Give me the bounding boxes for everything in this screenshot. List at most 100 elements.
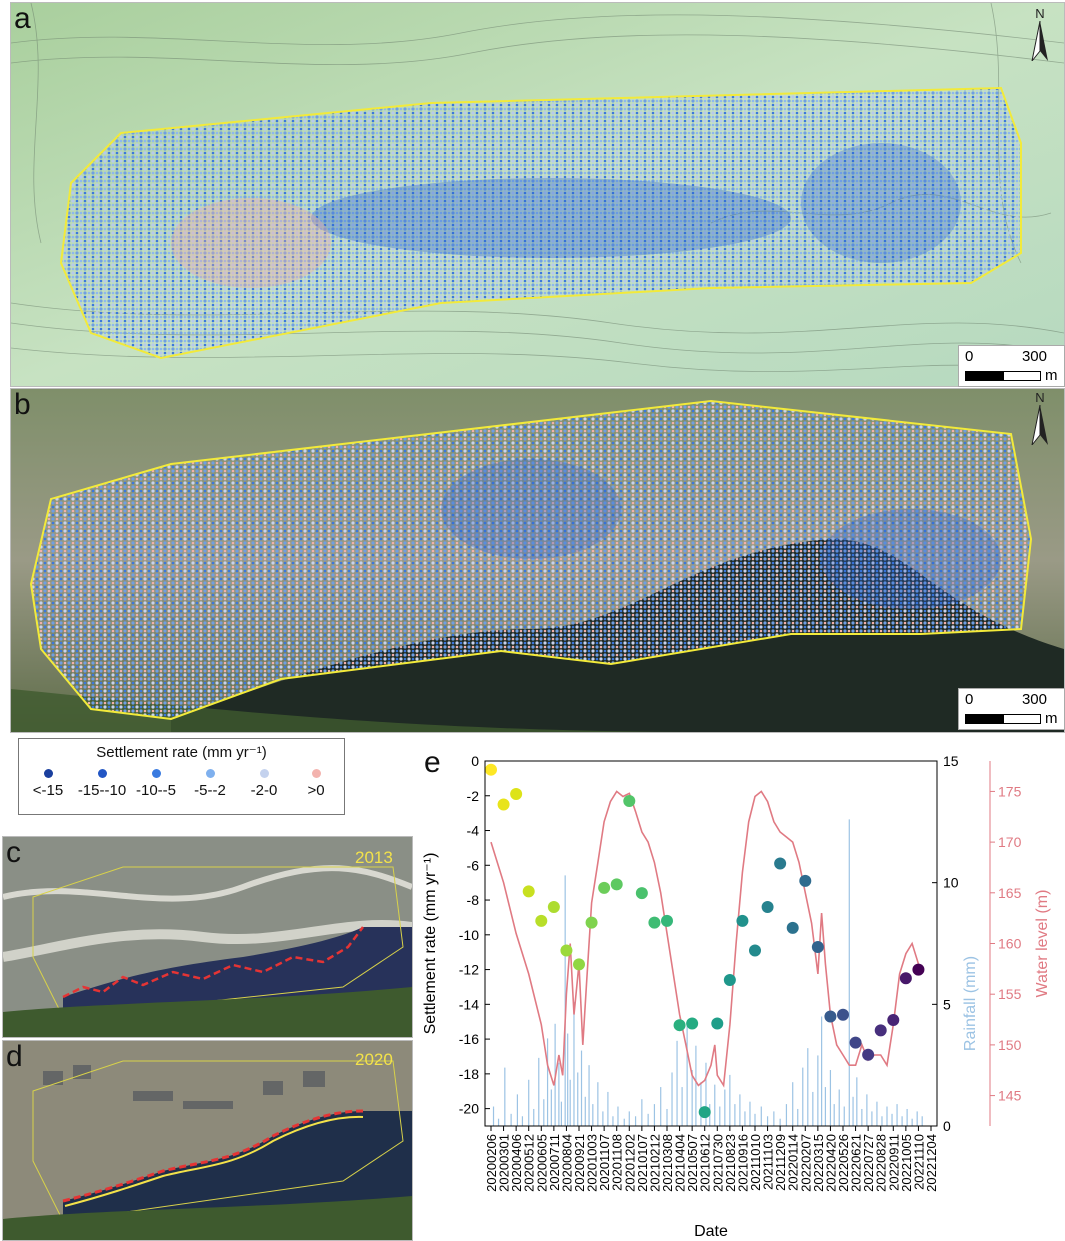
- y-tick-label: -14: [459, 996, 479, 1012]
- x-tick-label: 20220420: [823, 1134, 838, 1192]
- legend-label: <-15: [32, 782, 64, 799]
- settlement-point: [774, 857, 787, 870]
- scale-unit: m: [1045, 367, 1058, 384]
- scale-bar-b: 0 300 m: [958, 688, 1065, 730]
- legend-label: >0: [307, 782, 325, 799]
- x-tick-label: 20220207: [798, 1134, 813, 1192]
- y-tick-label: -20: [459, 1101, 479, 1117]
- map-panel-b: [10, 388, 1065, 733]
- study-area-b: [29, 399, 1033, 721]
- y3-tick-label: 155: [998, 986, 1022, 1002]
- settlement-point: [786, 921, 799, 934]
- settlement-point: [497, 798, 510, 811]
- settlement-point: [837, 1008, 849, 1021]
- y2-tick-label: 10: [943, 875, 959, 891]
- x-tick-label: 20221005: [899, 1134, 914, 1192]
- x-tick-label: 20220911: [886, 1134, 901, 1191]
- map-c-canvas: [3, 837, 412, 1037]
- settlement-point: [698, 1106, 711, 1119]
- x-tick-label: 20200406: [509, 1134, 524, 1192]
- settlement-point: [811, 940, 824, 953]
- settlement-point: [912, 963, 925, 976]
- legend-item: <-15: [21, 769, 75, 799]
- y2-axis-title: Rainfall (mm): [962, 956, 979, 1051]
- x-tick-label: 20220828: [874, 1134, 889, 1192]
- y3-tick-label: 160: [998, 936, 1022, 952]
- settlement-point: [560, 944, 573, 957]
- y3-tick-label: 175: [998, 783, 1022, 799]
- panel-label-c: c: [6, 836, 21, 869]
- map-d-canvas: [3, 1041, 412, 1240]
- y-tick-label: -6: [467, 857, 480, 873]
- settlement-point: [535, 914, 548, 927]
- north-label: N: [1035, 6, 1045, 21]
- y-axis-title: Settlement rate (mm yr⁻¹): [422, 853, 439, 1035]
- settlement-point: [635, 887, 648, 900]
- y-tick-label: 0: [471, 753, 479, 769]
- settlement-point: [648, 916, 661, 929]
- study-area-a: [59, 86, 1022, 360]
- x-tick-label: 20221110: [911, 1134, 926, 1190]
- y-tick-label: -10: [459, 927, 479, 943]
- settlement-point: [874, 1024, 887, 1037]
- settlement-point: [899, 972, 912, 985]
- panel-label-e: e: [424, 746, 441, 779]
- x-tick-label: 20220315: [811, 1134, 826, 1192]
- map-panel-c: [2, 836, 413, 1038]
- x-tick-label: 20200605: [534, 1134, 549, 1192]
- y3-tick-label: 145: [998, 1088, 1022, 1104]
- legend-item: -15--10: [75, 769, 129, 799]
- legend-item: -2-0: [237, 769, 291, 799]
- x-tick-label: 20201107: [597, 1134, 612, 1191]
- legend-item: >0: [289, 769, 343, 799]
- legend-dot: [311, 769, 321, 778]
- x-tick-label: 20200804: [559, 1134, 574, 1192]
- x-tick-label: 20200921: [572, 1134, 587, 1192]
- settlement-point: [610, 878, 623, 891]
- x-tick-label: 20201108: [610, 1134, 625, 1191]
- x-tick-label: 20210730: [710, 1134, 725, 1192]
- x-tick-label: 20220621: [849, 1134, 864, 1192]
- x-axis-title: Date: [694, 1223, 728, 1240]
- plot-frame: [484, 760, 938, 1127]
- y3-tick-label: 165: [998, 885, 1022, 901]
- x-tick-label: 20220727: [861, 1134, 876, 1192]
- y-tick-label: -16: [459, 1031, 479, 1047]
- scale-right: 300: [1021, 348, 1047, 365]
- x-tick-label: 20220526: [836, 1134, 851, 1192]
- settlement-point: [749, 944, 761, 957]
- x-tick-label: 20211209: [773, 1134, 788, 1191]
- north-arrow-icon: N: [1030, 6, 1050, 64]
- y-tick-label: -4: [467, 823, 480, 839]
- scale-unit-b: m: [1045, 710, 1058, 727]
- y3-tick-label: 150: [998, 1037, 1022, 1053]
- settlement-point: [661, 914, 673, 927]
- x-tick-label: 20211010: [748, 1134, 763, 1191]
- legend-label: -5--2: [194, 782, 226, 799]
- water-level-line: [490, 790, 920, 1088]
- x-tick-label: 20221204: [924, 1134, 939, 1192]
- x-tick-label: 20210212: [647, 1134, 662, 1192]
- panel-label-b: b: [14, 388, 31, 421]
- legend-item: -10--5: [129, 769, 183, 799]
- legend-dot: [97, 769, 107, 778]
- settlement-point: [686, 1017, 699, 1030]
- settlement-chart: 0 -2 -4 -6 -8 -10 -12 -14 -16 -18 -20 0 5 10 15 145 150 1…: [422, 753, 1051, 1240]
- y2-tick-label: 15: [943, 753, 959, 769]
- year-label-d: 2020: [355, 1050, 393, 1069]
- x-tick-label: 20210823: [723, 1134, 738, 1192]
- x-tick-label: 20210612: [698, 1134, 713, 1192]
- legend-item: -5--2: [183, 769, 237, 799]
- legend-dot: [259, 769, 269, 778]
- settlement-point: [547, 901, 560, 913]
- legend-dot: [151, 769, 161, 778]
- settlement-point: [510, 788, 523, 801]
- panel-label-a: a: [14, 2, 31, 35]
- legend-dot: [43, 769, 53, 778]
- settlement-point: [573, 958, 585, 971]
- settlement-legend: Settlement rate (mm yr⁻¹) <-15 -15--10 -…: [18, 738, 345, 815]
- settlement-point: [598, 881, 611, 894]
- settlement-point: [623, 794, 636, 807]
- x-tick-label: 20210308: [660, 1134, 675, 1192]
- settlement-point: [887, 1013, 900, 1026]
